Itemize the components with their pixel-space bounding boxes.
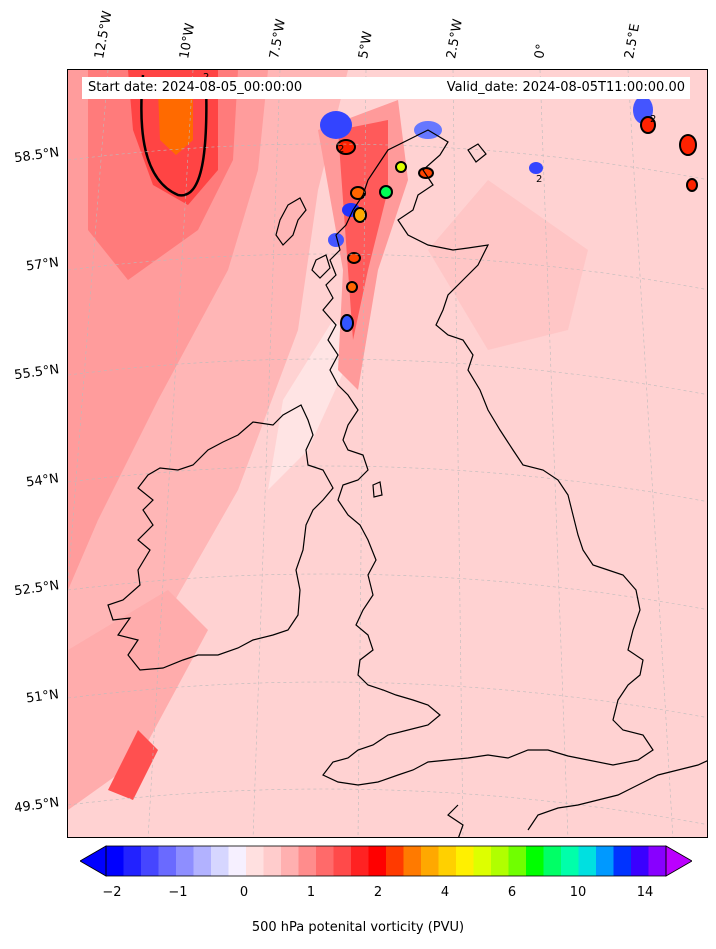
lon-label: 10°W: [177, 22, 199, 60]
date-header: Start date: 2024-08-05_00:00:00 Valid_da…: [82, 77, 690, 99]
lon-label: 0°: [532, 42, 550, 60]
colorbar-tick-label: 10: [569, 885, 587, 900]
svg-text:2: 2: [650, 114, 656, 125]
pv-contour-west: [140, 74, 208, 197]
coastline-hebrides: [275, 197, 307, 246]
pv-core-high: [379, 185, 393, 199]
colorbar-tick-label: 0: [239, 885, 249, 900]
colorbar-label: 500 hPa potenital vorticity (PVU): [251, 920, 465, 935]
lon-label: 5°W: [356, 30, 376, 60]
colorbar-tick-label: 4: [440, 885, 450, 900]
colorbar-segment: [141, 846, 159, 876]
colorbar-segment: [648, 846, 667, 876]
coastline-ireland: [107, 404, 334, 671]
colorbar-segment: [613, 846, 632, 876]
colorbar-tick-label: 2: [373, 885, 383, 900]
svg-text:2: 2: [536, 174, 542, 185]
lat-label: 52.5°N: [13, 578, 61, 600]
colorbar-segment: [351, 846, 369, 876]
colorbar-segment: [158, 846, 177, 876]
map-plot-area: 2 2 2 2: [67, 69, 708, 838]
colorbar-tick-label: −1: [168, 885, 188, 900]
colorbar-segment: [438, 846, 457, 876]
lat-label: 49.5°N: [13, 795, 61, 817]
pv-core: [686, 178, 698, 192]
colorbar-segment: [193, 846, 212, 876]
colorbar-tick-label: 14: [636, 885, 654, 900]
pv-core: [340, 314, 354, 332]
pv-core: [640, 116, 656, 134]
colorbar-tick-label: 6: [507, 885, 517, 900]
pv-maximum-core: [158, 90, 193, 155]
lat-label: 57°N: [25, 255, 61, 275]
colorbar-segment: [526, 846, 544, 876]
colorbar-segment: [508, 846, 527, 876]
lon-label: 2.5°W: [444, 17, 466, 61]
colorbar-segment: [316, 846, 334, 876]
colorbar-segment: [298, 846, 317, 876]
pv-region-north-sea: [428, 180, 588, 350]
colorbar-segment: [386, 846, 404, 876]
pv-core: [346, 281, 358, 293]
colorbar-segment: [596, 846, 614, 876]
colorbar-segment: [368, 846, 387, 876]
negative-pv-patch: [320, 111, 352, 139]
lat-label: 51°N: [25, 687, 61, 707]
pv-field-map: 2 2 2 2: [68, 70, 707, 837]
pv-streamer-sw: [68, 590, 208, 810]
colorbar-segment: [211, 846, 229, 876]
lat-label: 54°N: [25, 471, 61, 491]
colorbar-extend-low: [80, 845, 107, 877]
start-date-text: Start date: 2024-08-05_00:00:00: [88, 80, 303, 95]
negative-pv-patch: [529, 162, 543, 174]
lat-label: 55.5°N: [13, 362, 61, 384]
colorbar-segment: [491, 846, 509, 876]
colorbar-segment: [263, 846, 282, 876]
coastlines: [107, 129, 707, 837]
colorbar-extend-high: [665, 845, 692, 877]
lat-label: 58.5°N: [13, 145, 61, 167]
colorbar-segment: [561, 846, 579, 876]
pv-core-high: [395, 161, 407, 173]
colorbar-segment: [473, 846, 492, 876]
pv-core: [679, 134, 697, 156]
colorbar-segment: [421, 846, 439, 876]
colorbar-segment: [281, 846, 299, 876]
colorbar-segment: [578, 846, 597, 876]
lon-label: 12.5°W: [92, 9, 116, 60]
colorbar-segment: [333, 846, 352, 876]
coastline-skye: [311, 254, 331, 279]
coastline-brittany: [447, 804, 464, 837]
pv-light-band: [268, 320, 358, 490]
lon-label: 2.5°E: [622, 22, 644, 61]
pv-core: [350, 186, 366, 200]
pv-core: [347, 252, 361, 264]
colorbar-segment: [543, 846, 562, 876]
colorbar-segment: [176, 846, 194, 876]
colorbar-segment: [228, 846, 247, 876]
pv-streamer-sw-core: [108, 730, 158, 800]
colorbar-tick-label: −2: [102, 885, 122, 900]
coastline-isle-of-man: [372, 481, 383, 498]
pv-core: [336, 139, 356, 155]
pv-core: [353, 207, 367, 223]
pv-core: [418, 167, 434, 179]
coastline-orkney: [467, 143, 487, 163]
colorbar-outline: [105, 845, 667, 877]
lon-label: 7.5°W: [267, 17, 289, 61]
colorbar: [80, 845, 692, 877]
colorbar-segment: [631, 846, 649, 876]
colorbar-segment: [456, 846, 474, 876]
svg-text:2: 2: [338, 144, 344, 155]
valid-date-text: Valid_date: 2024-08-05T11:00:00.00: [446, 80, 685, 95]
colorbar-segment: [106, 846, 124, 876]
colorbar-tick-label: 1: [306, 885, 316, 900]
colorbar-segment: [403, 846, 422, 876]
negative-pv-patch: [328, 233, 344, 247]
coastline-france: [527, 760, 707, 831]
colorbar-segments: [106, 846, 667, 876]
colorbar-segment: [246, 846, 264, 876]
coastline-great-britain: [322, 129, 654, 786]
colorbar-segment: [123, 846, 142, 876]
